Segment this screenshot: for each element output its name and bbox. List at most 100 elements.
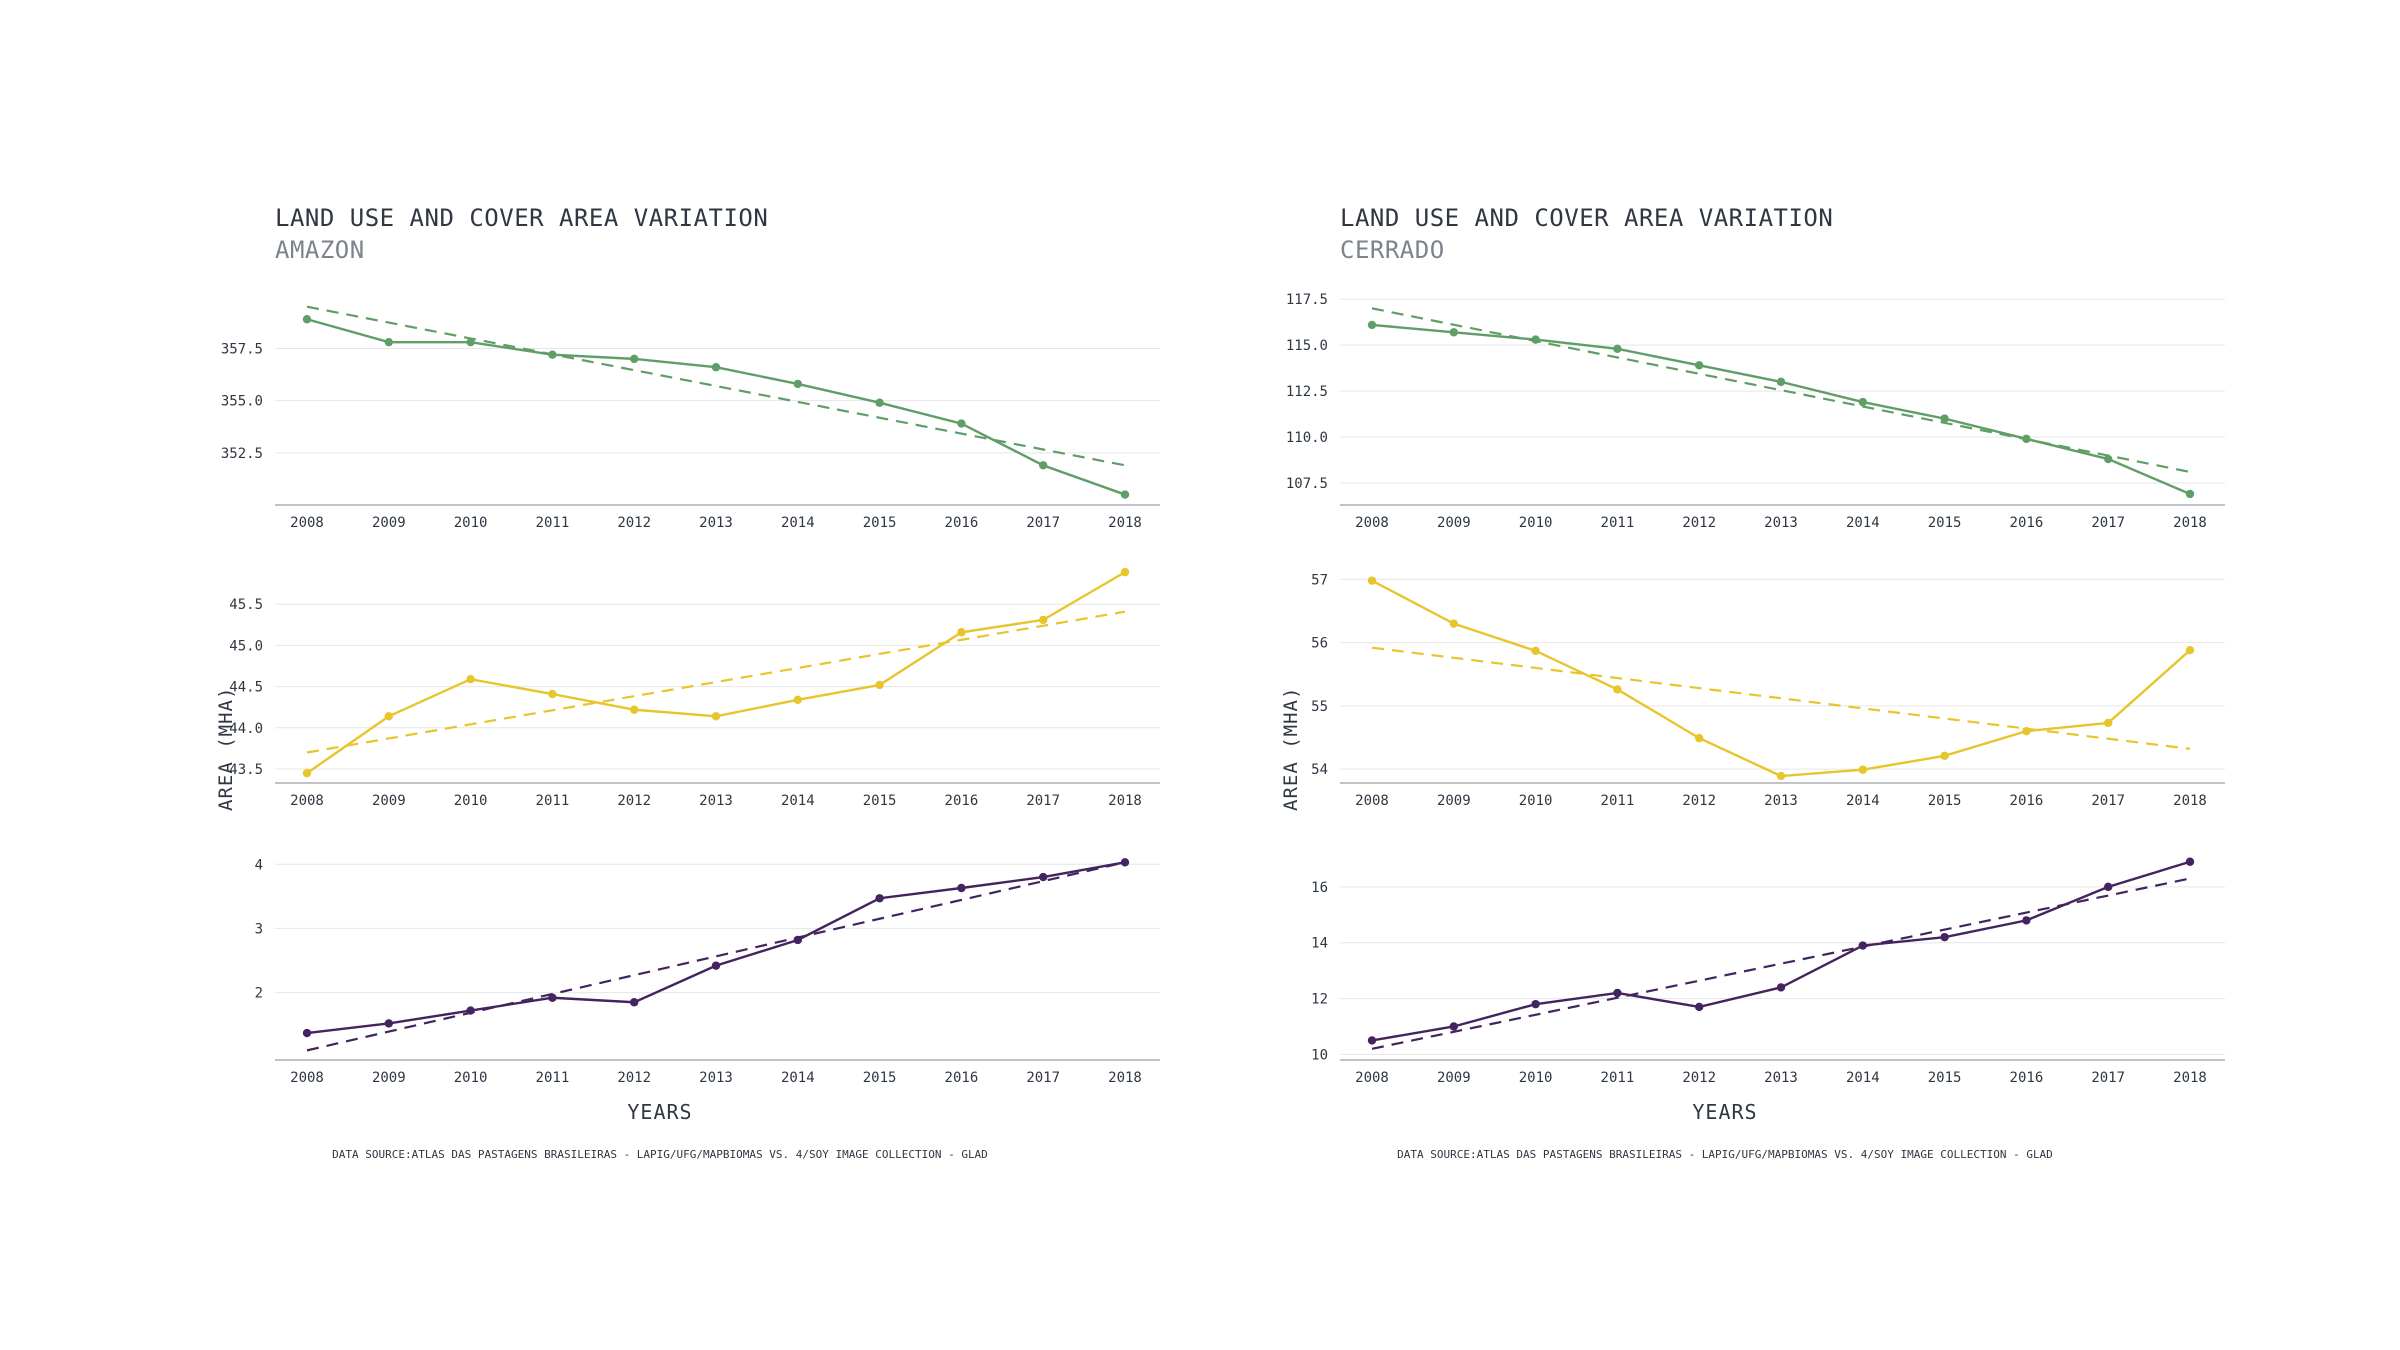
x-axis-label: YEARS: [627, 1100, 693, 1124]
x-tick-label: 2011: [536, 1070, 570, 1086]
x-tick-label: 2011: [1601, 515, 1635, 531]
x-tick-label: 2008: [1355, 793, 1389, 809]
y-tick-label: 45.0: [229, 638, 263, 654]
data-point: [875, 894, 884, 903]
x-tick-label: 2010: [1519, 1070, 1553, 1086]
x-tick-label: 2017: [2091, 1070, 2125, 1086]
x-tick-label: 2016: [2010, 793, 2044, 809]
series-line: [306, 861, 1126, 1035]
series-line: [1371, 323, 2191, 496]
data-point: [384, 337, 393, 347]
data-point: [1039, 461, 1048, 470]
x-tick-label: 2014: [1846, 1070, 1880, 1086]
x-tick-label: 2017: [1026, 1070, 1060, 1086]
data-point: [1695, 733, 1704, 743]
data-point: [1120, 567, 1130, 577]
y-tick-label: 107.5: [1286, 476, 1328, 492]
x-tick-label: 2016: [945, 1070, 979, 1086]
x-tick-label: 2013: [1764, 1070, 1798, 1086]
facet-vegetation: 352.5 355.0 357.5 2008 2009 2010 2011 2012 2013 2…: [221, 305, 1160, 531]
y-tick-label: 352.5: [221, 446, 263, 462]
data-point: [1695, 361, 1704, 370]
y-tick-label: 110.0: [1286, 430, 1328, 446]
series-line: [306, 571, 1126, 775]
chart-title: LAND USE AND COVER AREA VARIATION: [1340, 204, 1834, 232]
x-tick-label: 2014: [781, 793, 815, 809]
x-tick-label: 2011: [1601, 1070, 1635, 1086]
x-tick-label: 2010: [1519, 515, 1553, 531]
data-point: [1367, 1036, 1377, 1045]
chart-subtitle: AMAZON: [275, 236, 365, 264]
y-tick-label: 357.5: [221, 341, 263, 357]
data-point: [548, 993, 557, 1002]
amazon-panel: LAND USE AND COVER AREA VARIATION AMAZON…: [160, 0, 1160, 1350]
data-point: [1858, 765, 1867, 774]
x-tick-label: 2013: [1764, 793, 1798, 809]
x-tick-label: 2011: [1601, 793, 1635, 809]
data-point: [1449, 328, 1458, 337]
y-tick-label: 3: [255, 921, 263, 937]
data-point: [1120, 490, 1130, 499]
x-tick-label: 2012: [617, 515, 651, 531]
x-tick-label: 2018: [1108, 515, 1142, 531]
data-point: [957, 419, 966, 428]
x-tick-label: 2009: [372, 515, 406, 531]
y-tick-label: 56: [1311, 636, 1328, 652]
x-tick-label: 2011: [536, 515, 570, 531]
y-tick-label: 43.5: [229, 762, 263, 778]
y-tick-label: 54: [1311, 762, 1328, 778]
x-tick-label: 2018: [2173, 1070, 2207, 1086]
x-tick-label: 2018: [1108, 793, 1142, 809]
x-tick-label: 2009: [372, 793, 406, 809]
data-point: [1940, 414, 1949, 423]
series-line: [1371, 860, 2191, 1042]
data-point: [1776, 377, 1786, 387]
series-line: [1371, 579, 2191, 778]
chart-subtitle: CERRADO: [1340, 236, 1445, 264]
y-tick-label: 45.5: [229, 597, 263, 613]
trend-line: [306, 861, 1126, 1052]
x-tick-label: 2010: [454, 793, 488, 809]
data-point: [466, 675, 475, 684]
facet-soy: 2 3 4 2008 2009 2010 2011 2012 2013 2014 2015 2016 2…: [255, 857, 1160, 1086]
x-tick-label: 2008: [1355, 1070, 1389, 1086]
x-tick-label: 2014: [781, 515, 815, 531]
data-point: [630, 705, 639, 714]
data-point: [630, 998, 639, 1007]
x-tick-label: 2016: [945, 793, 979, 809]
x-tick-label: 2017: [1026, 515, 1060, 531]
data-point: [1449, 619, 1458, 628]
data-point: [2022, 726, 2031, 736]
x-tick-label: 2010: [1519, 793, 1553, 809]
y-tick-label: 57: [1311, 572, 1328, 588]
trend-line: [306, 610, 1126, 754]
data-point: [1613, 988, 1622, 998]
series-line: [306, 318, 1126, 496]
trend-line: [306, 305, 1126, 467]
data-point: [1695, 1002, 1704, 1012]
data-point: [1858, 941, 1867, 950]
x-tick-label: 2012: [617, 793, 651, 809]
x-tick-label: 2012: [1682, 515, 1716, 531]
y-tick-label: 14: [1311, 936, 1328, 952]
y-tick-label: 55: [1311, 699, 1328, 715]
data-point: [2185, 489, 2195, 499]
x-tick-label: 2013: [699, 515, 733, 531]
y-tick-label: 4: [255, 857, 263, 873]
x-tick-label: 2012: [1682, 793, 1716, 809]
facet-soy: 10 12 14 16 2008 2009 2010 2011 2012 2013 2014 2015…: [1311, 857, 2225, 1086]
x-tick-label: 2009: [372, 1070, 406, 1086]
y-tick-label: 112.5: [1286, 384, 1328, 400]
data-point: [2022, 916, 2031, 925]
x-tick-label: 2008: [290, 1070, 324, 1086]
y-tick-label: 115.0: [1286, 338, 1328, 354]
data-point: [1940, 932, 1949, 942]
data-point: [711, 961, 721, 970]
data-point: [548, 350, 557, 359]
x-tick-label: 2015: [1928, 515, 1962, 531]
data-point: [1531, 335, 1540, 344]
data-point: [793, 935, 802, 945]
data-point: [302, 1028, 312, 1038]
x-tick-label: 2012: [1682, 1070, 1716, 1086]
x-tick-label: 2013: [699, 793, 733, 809]
